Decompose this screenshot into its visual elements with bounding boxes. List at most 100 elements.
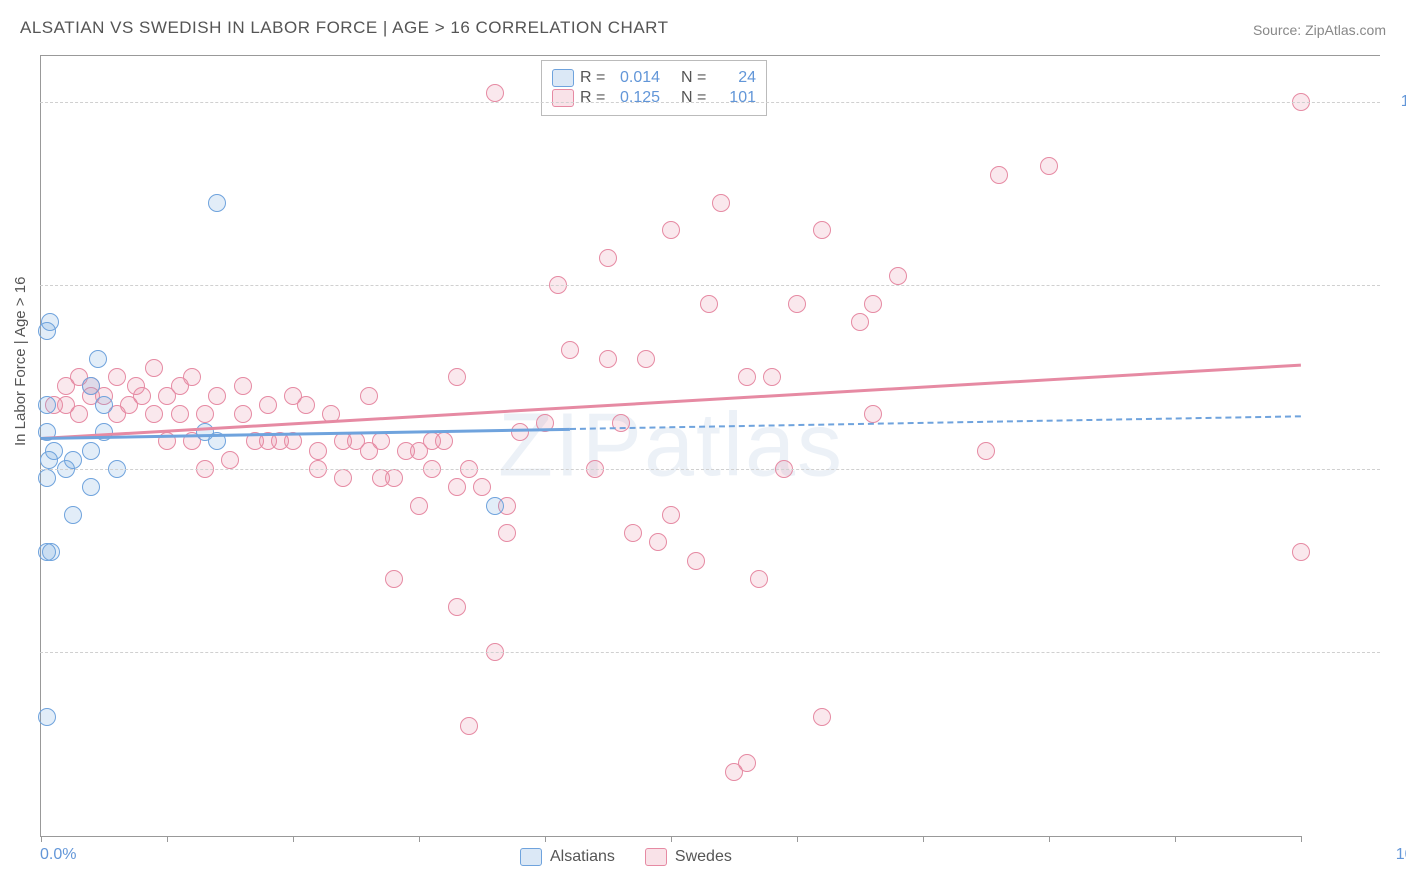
legend-row-alsatians: R = 0.014 N = 24 — [552, 69, 756, 87]
data-point — [687, 552, 705, 570]
data-point — [38, 708, 56, 726]
legend-label: Alsatians — [550, 848, 615, 866]
data-point — [700, 295, 718, 313]
scatter-plot: ZIPatlas R = 0.014 N = 24 R = 0.125 N = … — [40, 56, 1301, 837]
data-point — [561, 341, 579, 359]
x-axis-max-label: 100.0% — [1396, 846, 1406, 864]
data-point — [624, 524, 642, 542]
data-point — [82, 478, 100, 496]
x-tick — [545, 836, 546, 842]
data-point — [1040, 157, 1058, 175]
data-point — [234, 405, 252, 423]
gridline — [40, 469, 1380, 470]
data-point — [813, 221, 831, 239]
data-point — [183, 368, 201, 386]
data-point — [864, 405, 882, 423]
data-point — [133, 387, 151, 405]
data-point — [208, 387, 226, 405]
data-point — [70, 405, 88, 423]
data-point — [599, 350, 617, 368]
r-value: 0.014 — [620, 69, 675, 87]
data-point — [41, 313, 59, 331]
x-tick — [167, 836, 168, 842]
data-point — [385, 570, 403, 588]
data-point — [738, 368, 756, 386]
legend-row-swedes: R = 0.125 N = 101 — [552, 89, 756, 107]
data-point — [448, 368, 466, 386]
legend-item-swedes: Swedes — [645, 848, 732, 866]
data-point — [599, 249, 617, 267]
data-point — [385, 469, 403, 487]
data-point — [42, 543, 60, 561]
data-point — [750, 570, 768, 588]
data-point — [851, 313, 869, 331]
data-point — [64, 451, 82, 469]
trend-line — [570, 415, 1301, 430]
r-label: R = — [580, 69, 614, 87]
r-label: R = — [580, 89, 614, 107]
legend-label: Swedes — [675, 848, 732, 866]
data-point — [813, 708, 831, 726]
data-point — [1292, 543, 1310, 561]
data-point — [108, 368, 126, 386]
y-tick-label: 100.0% — [1385, 93, 1406, 111]
data-point — [334, 469, 352, 487]
n-value: 101 — [721, 89, 756, 107]
swatch-icon — [520, 848, 542, 866]
data-point — [234, 377, 252, 395]
x-tick — [1301, 836, 1302, 842]
data-point — [788, 295, 806, 313]
data-point — [221, 451, 239, 469]
data-point — [64, 506, 82, 524]
gridline — [40, 285, 1380, 286]
data-point — [208, 194, 226, 212]
data-point — [372, 432, 390, 450]
data-point — [448, 478, 466, 496]
y-tick-label: 60.0% — [1385, 460, 1406, 478]
data-point — [738, 754, 756, 772]
data-point — [712, 194, 730, 212]
data-point — [171, 405, 189, 423]
data-point — [82, 442, 100, 460]
data-point — [259, 396, 277, 414]
swatch-icon — [552, 69, 574, 87]
data-point — [864, 295, 882, 313]
data-point — [977, 442, 995, 460]
data-point — [89, 350, 107, 368]
y-axis-title: In Labor Force | Age > 16 — [12, 277, 29, 446]
data-point — [486, 497, 504, 515]
y-tick-label: 40.0% — [1385, 643, 1406, 661]
data-point — [649, 533, 667, 551]
source-credit: Source: ZipAtlas.com — [1253, 22, 1386, 38]
swatch-icon — [552, 89, 574, 107]
x-tick — [1049, 836, 1050, 842]
data-point — [612, 414, 630, 432]
data-point — [662, 506, 680, 524]
legend-item-alsatians: Alsatians — [520, 848, 615, 866]
chart-title: ALSATIAN VS SWEDISH IN LABOR FORCE | AGE… — [20, 18, 669, 38]
x-tick — [293, 836, 294, 842]
correlation-legend: R = 0.014 N = 24 R = 0.125 N = 101 — [541, 60, 767, 116]
data-point — [889, 267, 907, 285]
data-point — [662, 221, 680, 239]
data-point — [82, 377, 100, 395]
r-value: 0.125 — [620, 89, 675, 107]
data-point — [511, 423, 529, 441]
data-point — [145, 405, 163, 423]
data-point — [45, 442, 63, 460]
gridline — [40, 102, 1380, 103]
y-tick-label: 80.0% — [1385, 276, 1406, 294]
n-label: N = — [681, 89, 715, 107]
x-tick — [797, 836, 798, 842]
data-point — [309, 442, 327, 460]
x-axis-min-label: 0.0% — [40, 846, 76, 864]
data-point — [410, 497, 428, 515]
data-point — [297, 396, 315, 414]
data-point — [448, 598, 466, 616]
x-tick — [671, 836, 672, 842]
watermark: ZIPatlas — [498, 395, 844, 498]
data-point — [498, 524, 516, 542]
data-point — [38, 396, 56, 414]
n-label: N = — [681, 69, 715, 87]
data-point — [435, 432, 453, 450]
